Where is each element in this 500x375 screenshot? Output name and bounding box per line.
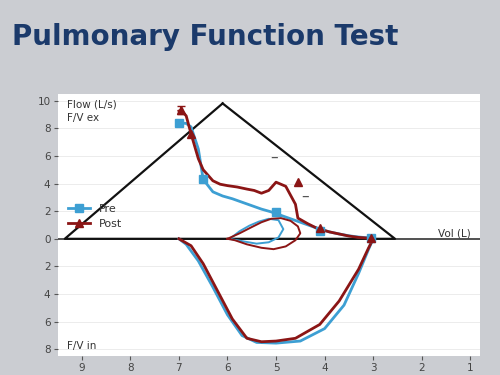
Legend: Pre, Post: Pre, Post (63, 199, 126, 234)
Text: –: – (270, 150, 278, 165)
Text: –: – (302, 189, 309, 204)
Text: Vol (L): Vol (L) (438, 229, 470, 239)
Text: F/V in: F/V in (67, 341, 96, 351)
Text: F/V ex: F/V ex (67, 113, 100, 123)
Text: Flow (L/s): Flow (L/s) (67, 99, 117, 109)
Text: Pulmonary Function Test: Pulmonary Function Test (12, 23, 399, 51)
